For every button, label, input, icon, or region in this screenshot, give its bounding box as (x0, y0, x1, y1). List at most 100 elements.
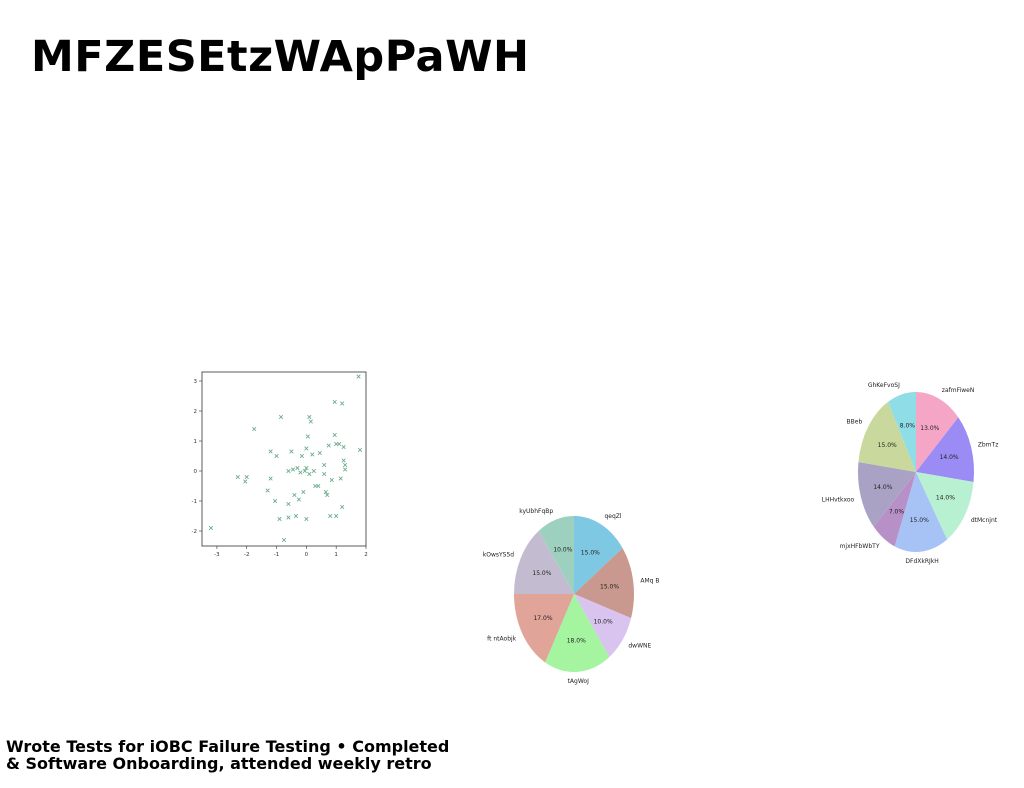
scatter-point-stroke (307, 471, 312, 477)
scatter-point-stroke (337, 441, 342, 447)
scatter-point (305, 434, 310, 439)
pie-category-label: mjxHFbWbTY (840, 543, 880, 550)
x-tick-label: -1 (274, 552, 279, 558)
pie-slice (574, 594, 632, 658)
scatter-point-stroke (343, 462, 348, 468)
scatter-point (268, 449, 273, 454)
scatter-point (323, 489, 328, 495)
scatter-point-stroke (278, 414, 284, 420)
pie-percent-label: 18.0% (567, 638, 586, 645)
scatter-point-stroke (252, 426, 257, 432)
scatter-point-stroke (328, 513, 333, 519)
pie-category-label: dtMcnjnt (971, 517, 998, 524)
scatter-point-stroke (286, 515, 291, 520)
pie-category-label: zafmFiweN (942, 387, 975, 394)
scatter-point-stroke (295, 465, 300, 471)
pie-slice (894, 472, 948, 552)
scatter-point (337, 441, 342, 447)
y-tick-label: 1 (194, 439, 198, 445)
y-tick-label: 0 (194, 469, 198, 475)
footer-line-1: Wrote Tests for iOBC Failure Testing • C… (6, 737, 450, 756)
scatter-point (274, 453, 279, 459)
scatter-point-stroke (343, 467, 348, 472)
x-tick-label: -2 (244, 552, 249, 558)
scatter-point-stroke (281, 537, 287, 543)
scatter-chart: -3 -2 -1 0 1 2 -2 -1 0 1 2 3 (192, 371, 368, 558)
scatter-point (243, 479, 248, 484)
pie-slice (514, 594, 574, 663)
scatter-point (308, 419, 313, 424)
scatter-point-stroke (235, 474, 240, 480)
scatter-point-stroke (326, 443, 331, 448)
scatter-point-stroke (286, 501, 291, 507)
scatter-point (244, 474, 249, 480)
y-tick-label: -2 (192, 529, 197, 535)
scatter-point (325, 492, 330, 498)
scatter-point-stroke (298, 470, 303, 475)
scatter-point-stroke (325, 492, 330, 498)
scatter-point (301, 489, 306, 495)
pie-slice (916, 472, 974, 540)
pie-slice (538, 516, 574, 594)
pie-category-label: tAgWoJ (568, 678, 590, 685)
scatter-point (293, 513, 299, 519)
scatter-point-stroke (304, 465, 309, 471)
pie-slice (858, 401, 916, 472)
scatter-point-stroke (302, 468, 307, 474)
scatter-point-stroke (334, 513, 339, 519)
scatter-point-stroke (357, 447, 363, 453)
scatter-point-stroke (272, 498, 278, 504)
scatter-point-stroke (329, 477, 334, 483)
scatter-point-stroke (313, 483, 318, 489)
pie-category-label: dwWNE (628, 642, 651, 649)
scatter-point-stroke (277, 516, 282, 522)
pie-category-label: AMq B (640, 577, 659, 584)
scatter-point-stroke (244, 474, 249, 480)
scatter-point (356, 374, 361, 379)
scatter-point (272, 498, 278, 504)
pie-percent-label: 7.0% (889, 509, 905, 516)
scatter-point-stroke (305, 434, 310, 439)
pie-slice (574, 516, 623, 594)
scatter-point-stroke (322, 462, 327, 468)
pie-category-label: qeqZl (605, 513, 622, 520)
scatter-point-stroke (322, 471, 327, 477)
pie-chart-2: 13.0% zafmFiweN 14.0% ZbmTz 14.0% dtMcnjnt 15.… (822, 382, 999, 565)
pie-percent-label: 15.0% (878, 442, 897, 449)
scatter-point (313, 483, 318, 489)
pie-category-label: LHHvtkxoo (822, 497, 855, 504)
page-title: MFZESEtzWApPaWH (31, 32, 530, 82)
scatter-plot-frame (201, 371, 367, 547)
pie-category-label: kyUbhFqBp (519, 508, 553, 515)
scatter-point-stroke (290, 467, 296, 472)
scatter-point (341, 458, 346, 463)
pie-percent-label: 8.0% (900, 423, 916, 430)
scatter-point-stroke (341, 458, 346, 463)
pie-category-label: ZbmTz (978, 441, 999, 448)
scatter-point-stroke (268, 449, 273, 454)
scatter-point (277, 516, 282, 522)
scatter-point-stroke (340, 401, 345, 406)
scatter-point (307, 471, 312, 477)
scatter-point-stroke (338, 476, 343, 481)
scatter-point-stroke (332, 432, 337, 438)
pie-slice (873, 472, 916, 547)
scatter-point (265, 488, 270, 493)
scatter-point-stroke (304, 446, 309, 451)
footer-text: Wrote Tests for iOBC Failure Testing • C… (6, 738, 449, 772)
x-tick-label: 0 (305, 552, 309, 558)
scatter-point (338, 476, 343, 481)
scatter-point (286, 468, 291, 474)
scatter-point-stroke (332, 399, 337, 405)
scatter-point (290, 467, 296, 472)
scatter-point (328, 513, 333, 519)
pie-slice (916, 392, 959, 472)
scatter-point (208, 525, 214, 531)
scatter-point (332, 432, 337, 438)
pie-percent-label: 14.0% (940, 454, 959, 461)
x-tick-label: 2 (364, 552, 368, 558)
scatter-point-stroke (268, 476, 273, 481)
scatter-point (357, 447, 363, 453)
scatter-point (311, 468, 316, 474)
y-tick-label: -1 (192, 499, 197, 505)
